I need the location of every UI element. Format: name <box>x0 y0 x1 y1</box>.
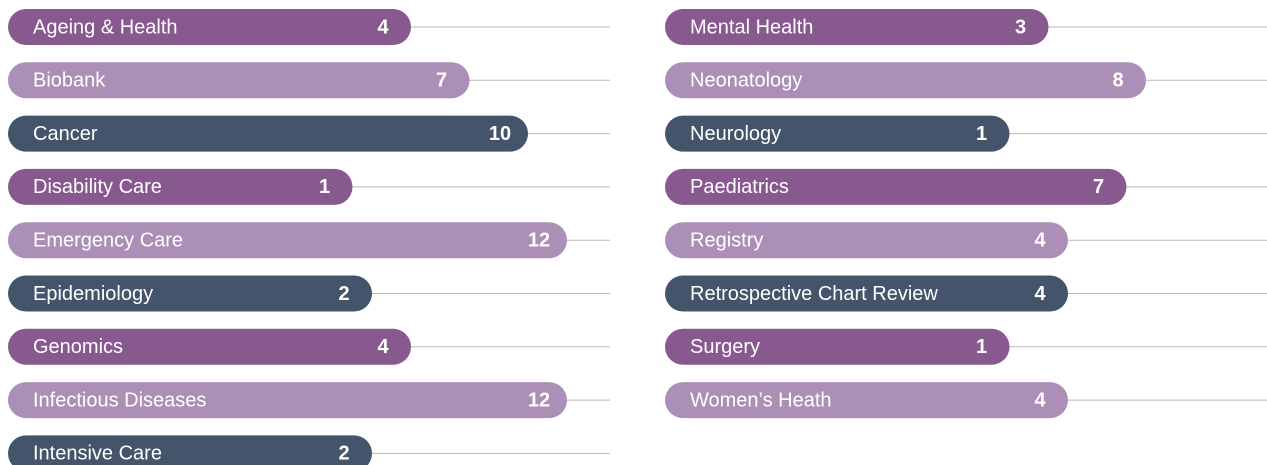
value-label: 4 <box>377 16 389 38</box>
category-label: Epidemiology <box>33 283 153 305</box>
value-label: 12 <box>528 229 550 251</box>
category-label: Paediatrics <box>690 176 789 198</box>
category-label: Registry <box>690 229 763 251</box>
category-label: Retrospective Chart Review <box>690 283 938 305</box>
category-label: Neonatology <box>690 70 802 92</box>
value-label: 2 <box>338 283 349 305</box>
bar <box>8 275 372 312</box>
value-label: 12 <box>528 389 550 411</box>
bar <box>8 168 353 205</box>
value-label: 7 <box>436 70 447 92</box>
bar <box>665 275 1068 312</box>
category-label: Neurology <box>690 123 781 145</box>
bar <box>8 382 567 419</box>
category-label: Infectious Diseases <box>33 389 206 411</box>
category-label: Genomics <box>33 336 123 358</box>
bar <box>665 328 1010 365</box>
category-label: Disability Care <box>33 176 162 198</box>
category-label: Women’s Heath <box>690 389 832 411</box>
category-label: Surgery <box>690 336 760 358</box>
value-label: 4 <box>1034 283 1046 305</box>
value-label: 10 <box>489 123 511 145</box>
category-label: Intensive Care <box>33 443 162 465</box>
bar <box>665 115 1010 152</box>
bar <box>665 9 1049 45</box>
bar <box>8 328 411 365</box>
category-label: Ageing & Health <box>33 16 178 38</box>
bar <box>665 62 1146 99</box>
value-label: 2 <box>338 443 349 465</box>
value-label: 1 <box>976 123 987 145</box>
bar <box>8 435 372 465</box>
value-label: 4 <box>1034 389 1046 411</box>
value-label: 8 <box>1112 70 1123 92</box>
value-label: 4 <box>1034 229 1046 251</box>
value-label: 1 <box>976 336 987 358</box>
value-label: 7 <box>1093 176 1104 198</box>
bar <box>8 9 411 45</box>
bar <box>8 222 567 259</box>
bar <box>8 62 470 99</box>
bar <box>665 168 1127 205</box>
bar <box>665 382 1068 419</box>
bar <box>665 222 1068 259</box>
value-label: 3 <box>1015 16 1026 38</box>
category-label: Cancer <box>33 123 98 145</box>
category-label: Biobank <box>33 70 106 92</box>
value-label: 1 <box>319 176 330 198</box>
bar <box>8 115 528 152</box>
value-label: 4 <box>377 336 389 358</box>
category-label: Mental Health <box>690 16 813 38</box>
category-label: Emergency Care <box>33 229 183 251</box>
